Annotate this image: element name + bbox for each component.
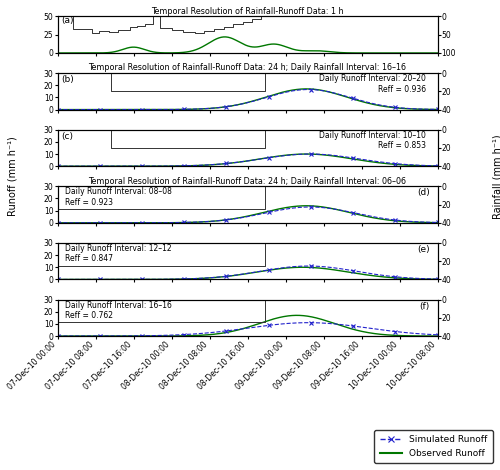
- Text: Runoff (mm h⁻¹): Runoff (mm h⁻¹): [8, 136, 18, 216]
- Text: (c): (c): [62, 132, 74, 141]
- Text: (a): (a): [62, 16, 74, 25]
- Text: (d): (d): [417, 188, 430, 197]
- Text: Daily Runoff Interval: 08–08
Reff = 0.923: Daily Runoff Interval: 08–08 Reff = 0.92…: [65, 188, 172, 207]
- Text: Daily Runoff Interval: 10–10
Reff = 0.853: Daily Runoff Interval: 10–10 Reff = 0.85…: [319, 131, 426, 150]
- Text: Daily Runoff Interval: 20–20
Reff = 0.936: Daily Runoff Interval: 20–20 Reff = 0.93…: [319, 74, 426, 94]
- Title: Temporal Resolution of Rainfall-Runoff Data: 24 h; Daily Rainfall Interval: 16–1: Temporal Resolution of Rainfall-Runoff D…: [88, 63, 406, 72]
- Text: Daily Runoff Interval: 12–12
Reff = 0.847: Daily Runoff Interval: 12–12 Reff = 0.84…: [65, 244, 172, 263]
- Text: (f): (f): [420, 302, 430, 311]
- Title: Temporal Resolution of Rainfall-Runoff Data: 24 h; Daily Rainfall Interval: 06–0: Temporal Resolution of Rainfall-Runoff D…: [88, 177, 406, 186]
- Text: Daily Runoff Interval: 16–16
Reff = 0.762: Daily Runoff Interval: 16–16 Reff = 0.76…: [65, 301, 172, 320]
- Text: (e): (e): [418, 245, 430, 254]
- Text: (b): (b): [62, 75, 74, 84]
- Title: Temporal Resolution of Rainfall-Runoff Data: 1 h: Temporal Resolution of Rainfall-Runoff D…: [151, 7, 344, 16]
- Text: Rainfall (mm h⁻¹): Rainfall (mm h⁻¹): [492, 134, 500, 219]
- Legend: Simulated Runoff, Observed Runoff: Simulated Runoff, Observed Runoff: [374, 430, 493, 463]
